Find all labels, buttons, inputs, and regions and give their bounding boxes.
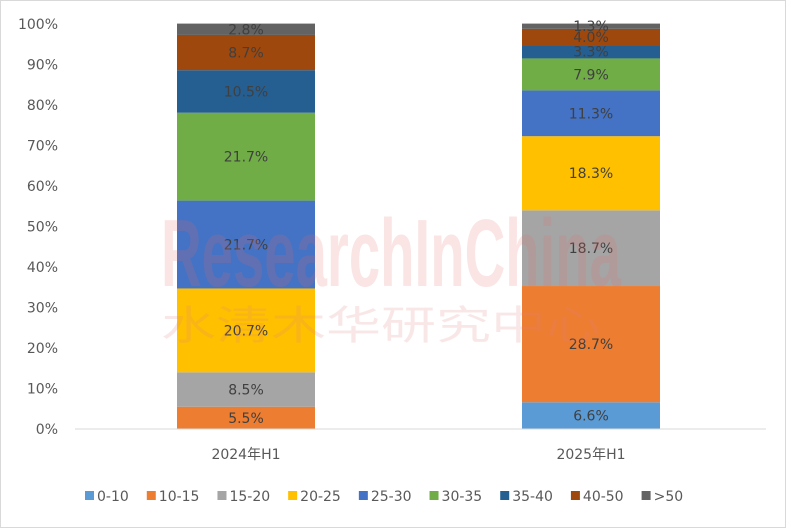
data-label: 18.3%: [569, 166, 613, 182]
legend-swatch: [358, 491, 368, 500]
data-label: 5.5%: [228, 411, 264, 427]
bar-segment: [177, 372, 315, 407]
legend-swatch: [429, 491, 439, 500]
data-label: 21.7%: [224, 150, 268, 166]
legend-item-label: 20-25: [300, 489, 341, 505]
x-category-label: 2024年H1: [211, 447, 280, 463]
data-label: 3.3%: [573, 45, 609, 61]
bar-segment: [522, 210, 660, 287]
bar-segment: [522, 58, 660, 91]
legend-swatch: [85, 491, 94, 500]
y-tick-label: 10%: [27, 382, 58, 398]
legend-item-label: >50: [654, 489, 684, 505]
legend-swatch: [288, 491, 298, 500]
bars: [177, 23, 660, 429]
bar-segment: [177, 200, 315, 289]
bar-segment: [177, 34, 315, 71]
bar-segment: [522, 45, 660, 59]
bar-segment: [177, 70, 315, 113]
data-label: 21.7%: [224, 238, 268, 254]
bar-segment: [522, 136, 660, 211]
data-label: 4.0%: [573, 30, 609, 46]
y-axis: 0% 10% 20% 30% 40% 50% 60% 70% 80% 90% 100%: [18, 17, 58, 438]
x-category-label: 2025年H1: [556, 447, 625, 463]
bar-segment: [522, 90, 660, 137]
data-label: 18.7%: [569, 241, 613, 257]
data-label: 8.5%: [228, 383, 264, 399]
y-tick-label: 0%: [36, 422, 58, 438]
legend-item-label: 25-30: [371, 489, 412, 505]
data-label: 7.9%: [573, 67, 609, 83]
bar-segment: [177, 23, 315, 35]
x-axis: 2024年H1 2025年H1: [211, 447, 625, 463]
bar-segment: [522, 23, 660, 29]
legend-item-label: 35-40: [512, 489, 553, 505]
legend-swatch: [217, 491, 227, 500]
data-label: 10.5%: [224, 84, 268, 100]
legend-item-label: 40-50: [583, 489, 624, 505]
y-tick-label: 20%: [27, 341, 58, 357]
bar-segment: [177, 406, 315, 429]
data-label: 6.6%: [573, 409, 609, 425]
legend-swatch: [641, 491, 651, 500]
legend-item-label: 10-15: [159, 489, 200, 505]
data-label: 20.7%: [224, 323, 268, 339]
bar-segment: [522, 28, 660, 46]
data-label: 2.8%: [228, 22, 264, 38]
watermark-text-cn: 水清木华研究中心: [161, 303, 601, 349]
legend-swatch: [570, 491, 580, 500]
legend-item-label: 15-20: [229, 489, 270, 505]
bar-segment: [522, 402, 660, 429]
data-label: 8.7%: [228, 46, 264, 62]
y-tick-label: 60%: [27, 179, 58, 195]
y-tick-label: 70%: [27, 139, 58, 155]
y-tick-label: 80%: [27, 98, 58, 114]
bar-segment: [522, 286, 660, 403]
legend-swatch: [500, 491, 510, 500]
watermark-text-en: ResearchInChina: [161, 200, 621, 307]
watermark: ResearchInChina 水清木华研究中心: [161, 200, 621, 349]
legend-item-label: 0-10: [97, 489, 129, 505]
data-label: 1.3%: [573, 19, 609, 35]
y-tick-label: 90%: [27, 58, 58, 74]
legend: 0-10 10-15 15-20 20-25 25-30 30-35 35-40 40-50 >…: [85, 489, 683, 505]
bar-segment: [177, 112, 315, 201]
legend-item-label: 30-35: [442, 489, 483, 505]
data-label: 11.3%: [569, 106, 613, 122]
data-label: 28.7%: [569, 337, 613, 353]
y-tick-label: 30%: [27, 301, 58, 317]
data-labels: 5.5% 8.5% 20.7% 21.7% 21.7% 10.5% 8.7% 2.8% 6.6%…: [224, 19, 613, 427]
legend-swatch: [146, 491, 156, 500]
y-tick-label: 100%: [18, 17, 58, 33]
y-tick-label: 40%: [27, 260, 58, 276]
y-tick-label: 50%: [27, 220, 58, 236]
bar-segment: [177, 288, 315, 373]
